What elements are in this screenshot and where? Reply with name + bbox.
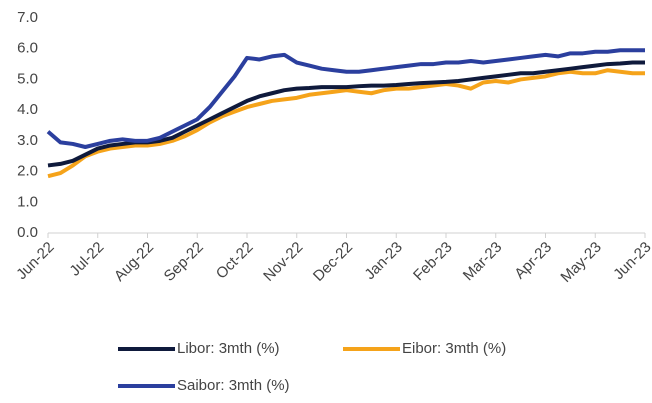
y-tick-label: 2.0 [17,163,38,180]
series-line [46,48,645,149]
x-tick-label: Nov-22 [260,239,306,285]
y-tick-label: 4.0 [17,101,38,118]
x-tick-label: Jan-23 [361,239,405,283]
legend-label: Saibor: 3mth (%) [177,377,290,394]
x-tick-label: Oct-22 [213,239,257,283]
y-tick-label: 3.0 [17,132,38,149]
y-tick-label: 5.0 [17,70,38,87]
y-tick-label: 7.0 [17,9,38,26]
x-tick-label: Sep-22 [161,239,207,285]
x-tick-label: Jul-22 [66,239,107,280]
y-tick-label: 6.0 [17,40,38,57]
x-tick-label: Aug-22 [111,239,157,285]
y-tick-label: 1.0 [17,193,38,210]
y-tick-label: 0.0 [17,224,38,241]
series-line [47,60,645,168]
series-line [47,68,645,179]
x-tick-label: Jun-23 [610,239,652,283]
x-tick-label: Feb-23 [410,239,456,285]
x-tick-label: Apr-23 [511,239,555,283]
legend-label: Eibor: 3mth (%) [402,340,506,357]
legend-label: Libor: 3mth (%) [177,340,280,357]
x-tick-label: May-23 [557,239,604,286]
x-tick-label: Jun-22 [13,239,57,283]
x-tick-label: Dec-22 [310,239,356,285]
x-tick-label: Mar-23 [460,239,506,285]
